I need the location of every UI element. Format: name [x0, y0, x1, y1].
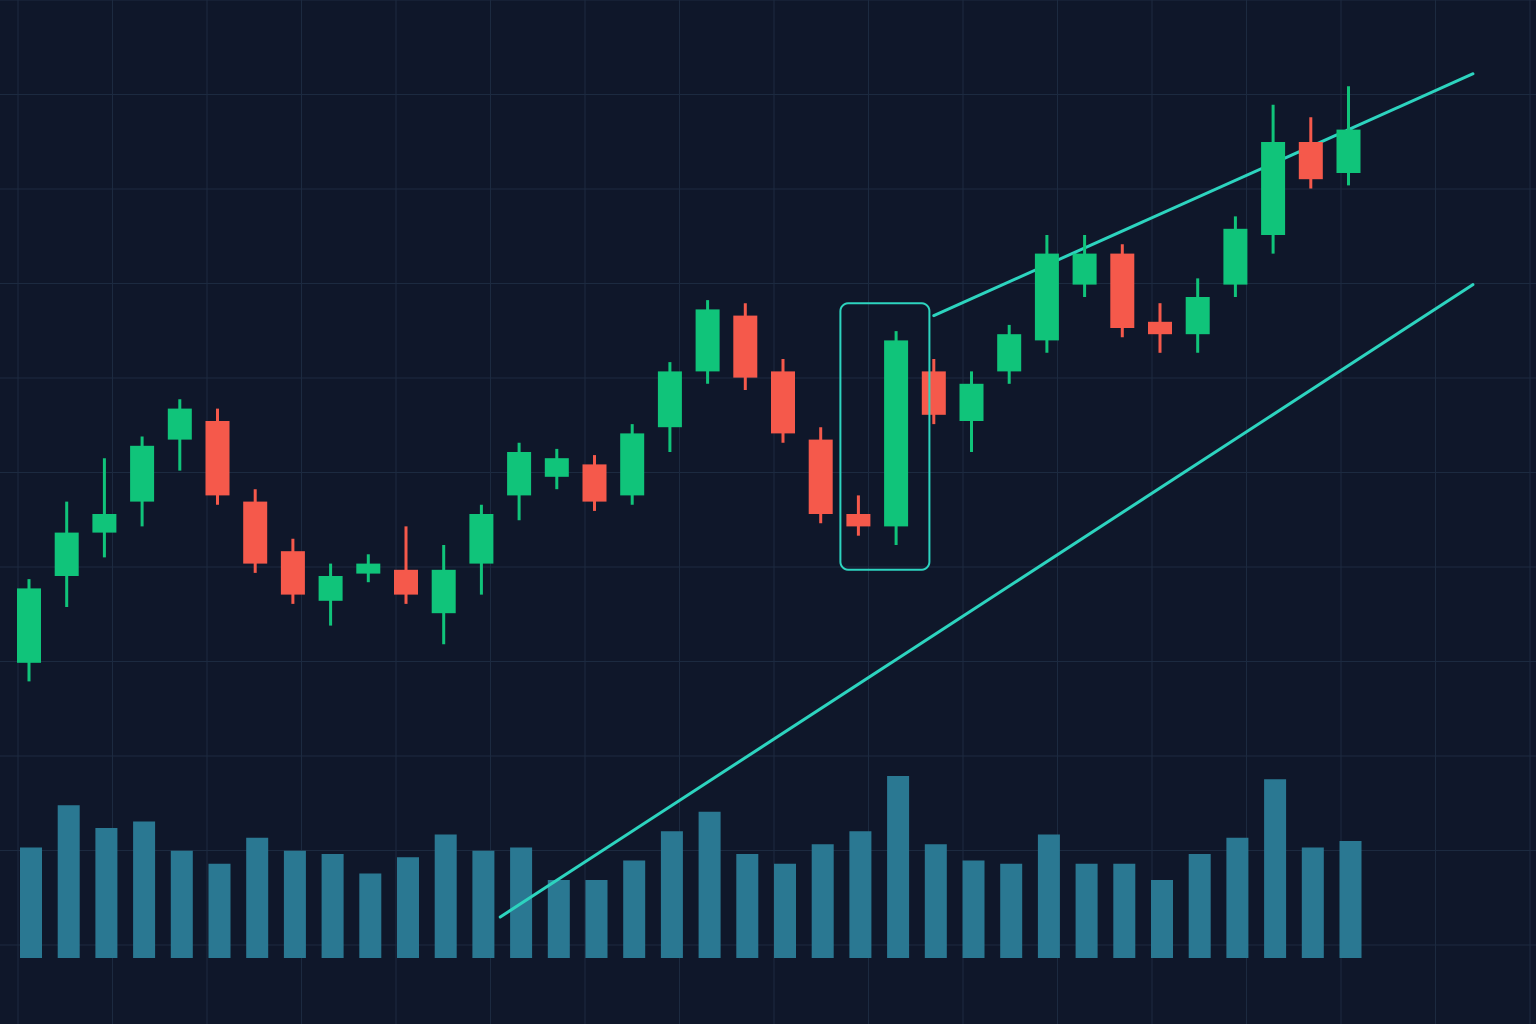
- candle-body-up: [1261, 142, 1286, 235]
- trendline: [498, 283, 1475, 919]
- highlight-layer: [839, 302, 931, 571]
- volume-bar: [20, 847, 42, 958]
- candle-body-down: [921, 371, 946, 415]
- candle-body-up: [431, 569, 456, 614]
- volume-bar: [585, 880, 608, 958]
- candle-body-down: [243, 501, 268, 564]
- candle-body-up: [507, 452, 532, 496]
- volume-bar: [95, 828, 118, 958]
- candle-body-down: [1110, 253, 1135, 328]
- candle-body-down: [846, 514, 871, 527]
- volume-bar: [811, 844, 834, 958]
- volume-bar: [623, 860, 646, 958]
- volume-bar: [359, 873, 382, 958]
- volume-bar: [660, 831, 683, 958]
- candle-body-up: [695, 309, 720, 372]
- highlight-box: [839, 302, 931, 571]
- volume-bar: [397, 857, 419, 958]
- volume-bar: [1113, 863, 1136, 958]
- volume-bar: [1301, 847, 1324, 958]
- candle-body-up: [167, 408, 192, 440]
- candle-body-up: [318, 576, 343, 601]
- candle-body-up: [1336, 129, 1361, 173]
- candle-body-up: [544, 458, 569, 477]
- candle-body-up: [1185, 297, 1210, 335]
- volume-bar: [246, 837, 269, 958]
- volume-bar: [472, 850, 495, 958]
- candle-body-down: [1148, 321, 1172, 335]
- volume-bar: [736, 854, 759, 958]
- candle-body-up: [1072, 253, 1097, 285]
- volume-bar: [1339, 841, 1362, 958]
- candle-body-up: [997, 334, 1022, 372]
- volume-bar: [1000, 863, 1023, 958]
- candle-body-up: [959, 383, 984, 421]
- candle-layer: [17, 86, 1361, 682]
- candle-body-up: [130, 445, 155, 502]
- volume-bar: [321, 854, 344, 958]
- candle-body-down: [205, 421, 230, 496]
- candle-body-down: [808, 439, 833, 514]
- candle-body-up: [469, 514, 494, 564]
- volume-bar: [208, 863, 231, 958]
- volume-bar: [1264, 779, 1287, 958]
- volume-bar: [547, 880, 570, 958]
- volume-bar: [283, 850, 306, 958]
- candle-body-down: [1298, 142, 1323, 180]
- volume-bar: [774, 863, 796, 958]
- candle-body-down: [771, 371, 795, 434]
- candle-body-down: [733, 315, 758, 378]
- volume-bar: [1226, 837, 1249, 958]
- candle-body-up: [1034, 253, 1059, 341]
- candle-body-up: [1223, 228, 1248, 285]
- candle-body-up: [657, 371, 682, 428]
- candle-body-up: [17, 588, 41, 663]
- volume-bar: [1037, 834, 1060, 958]
- candle-body-down: [394, 569, 418, 595]
- volume-layer: [20, 776, 1362, 958]
- volume-bar: [1151, 880, 1173, 958]
- candle-body-up: [620, 433, 645, 496]
- candle-body-up: [54, 532, 79, 576]
- volume-bar: [170, 850, 193, 958]
- volume-bar: [698, 811, 721, 958]
- trendline-layer: [498, 72, 1475, 919]
- candle-body-up: [92, 514, 117, 533]
- volume-bar: [1075, 863, 1098, 958]
- volume-bar: [924, 844, 947, 958]
- volume-bar: [887, 776, 910, 958]
- volume-bar: [434, 834, 457, 958]
- volume-bar: [57, 805, 80, 958]
- volume-bar: [1188, 854, 1211, 958]
- candle-body-up: [356, 563, 381, 574]
- volume-bar: [133, 821, 156, 958]
- volume-bar: [849, 831, 872, 958]
- trendline: [932, 72, 1475, 318]
- candle-body-down: [582, 464, 607, 502]
- volume-bar: [962, 860, 985, 958]
- candle-body-up: [884, 340, 909, 527]
- candle-body-down: [280, 551, 305, 595]
